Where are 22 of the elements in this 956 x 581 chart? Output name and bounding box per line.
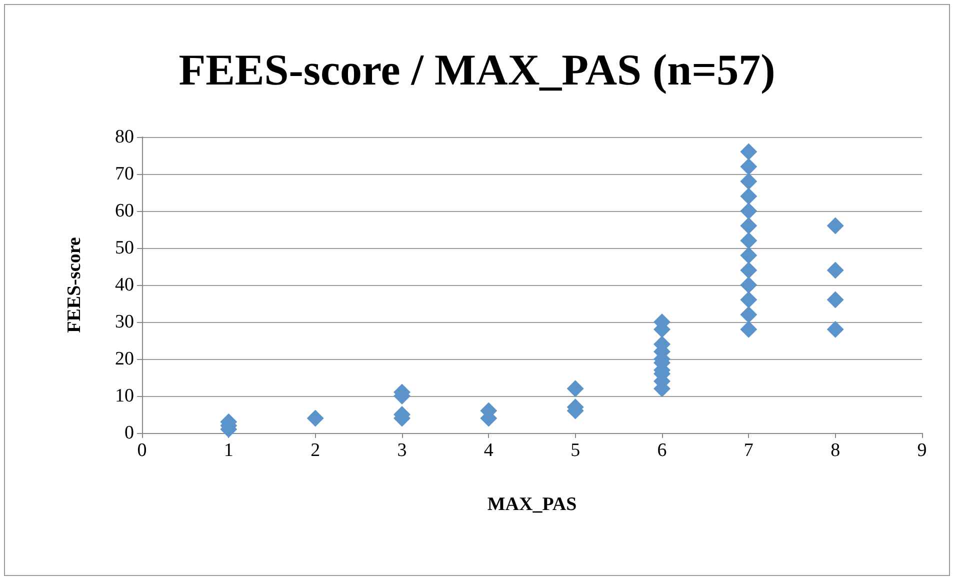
y-tick-label: 30	[115, 312, 134, 332]
y-tick-label: 50	[115, 238, 134, 258]
x-tick-label: 0	[137, 440, 147, 461]
y-tick-label: 0	[124, 422, 134, 444]
y-tick-label: 70	[115, 164, 134, 184]
x-tick-label: 2	[310, 440, 320, 461]
x-tick-label: 6	[657, 440, 667, 461]
x-tick-label: 7	[744, 440, 754, 461]
x-tick-label: 8	[830, 440, 840, 461]
x-tick-label: 4	[484, 440, 494, 461]
y-tick-label: 40	[115, 274, 134, 296]
x-tick-label: 3	[397, 440, 407, 461]
y-tick-label: 20	[115, 348, 134, 370]
x-axis-title: MAX_PAS	[487, 494, 577, 515]
x-tick-label: 9	[917, 440, 927, 461]
y-tick-label: 60	[115, 200, 134, 222]
y-tick-label: 10	[115, 386, 134, 406]
x-tick-label: 5	[570, 440, 580, 461]
x-tick-label: 1	[224, 440, 234, 461]
y-tick-label: 80	[115, 126, 134, 148]
chart-title: FEES-score / MAX_PAS (n=57)	[178, 46, 776, 94]
y-axis-title: FEES-score	[64, 237, 85, 333]
